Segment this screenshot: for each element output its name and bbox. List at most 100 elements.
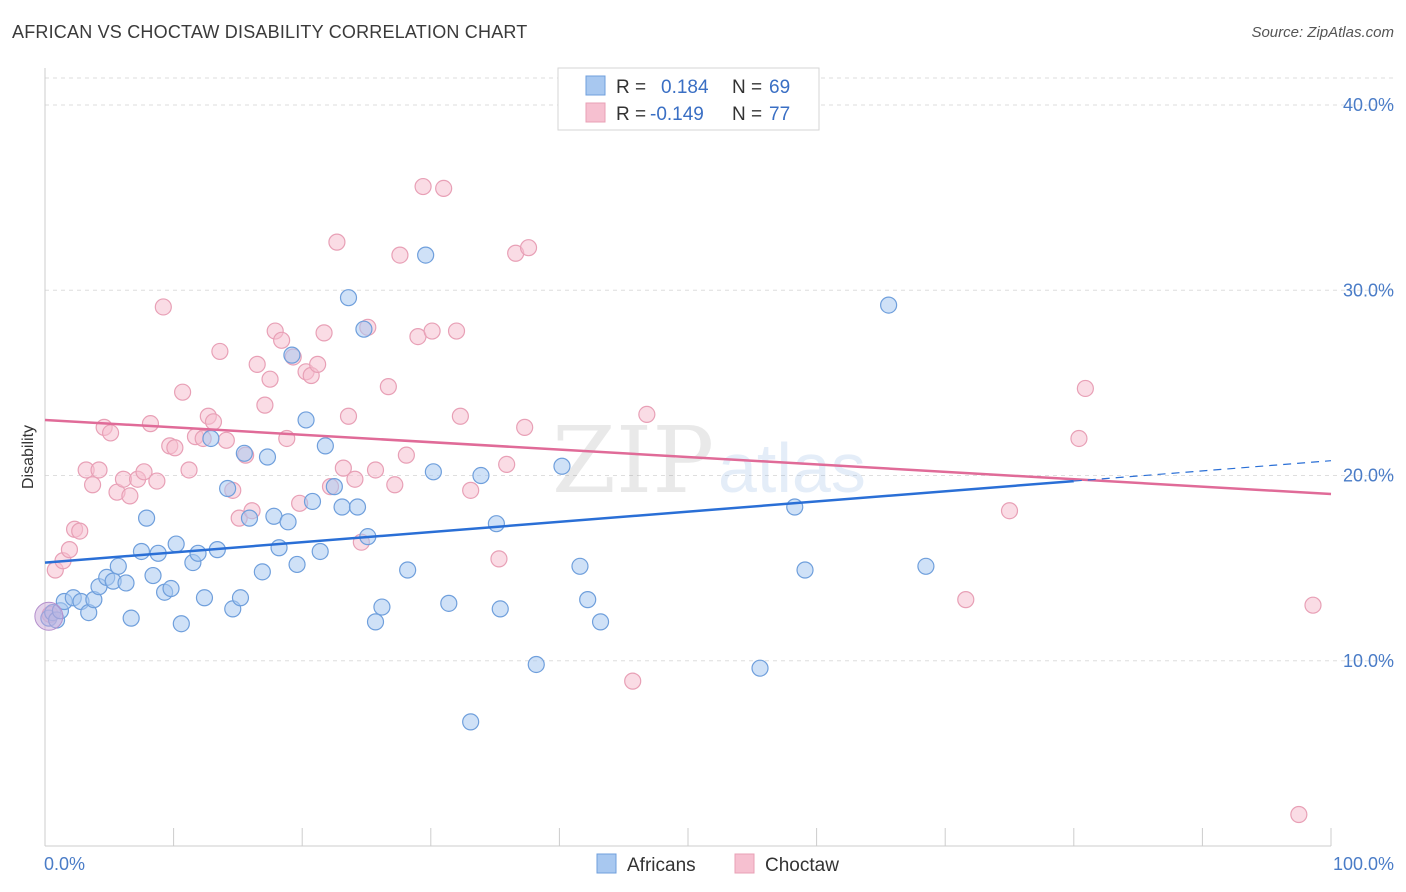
watermark: ZIP atlas [552,407,866,514]
y-tick-label-10: 10.0% [1343,651,1394,671]
choctaw-point-61 [447,322,466,340]
africans-point-46 [339,289,358,307]
legend-n-label-africans: N = [732,77,762,98]
choctaw-point-26 [204,413,223,431]
legend-swatch-choctaw [585,102,606,123]
overlap-cluster-point [34,601,64,631]
africans-point-63 [579,591,597,609]
africans-point-37 [279,513,297,531]
africans-point-21 [167,535,185,553]
africans-point-26 [202,429,220,448]
choctaw-point-72 [1000,502,1019,520]
series-legend-swatch-choctaw [734,853,755,874]
legend-r-value-africans: 0.184 [661,77,709,98]
watermark-zip: ZIP [552,407,714,514]
source-note: Source: ZipAtlas.com [1251,24,1394,41]
africans-point-15 [132,542,151,561]
y-axis-title: Disability [20,425,37,489]
choctaw-point-47 [334,459,352,477]
choctaw-point-75 [1304,596,1322,614]
choctaw-point-8 [90,461,108,479]
choctaw-point-59 [423,322,441,340]
choctaw-point-3 [60,541,79,559]
legend-r-value-choctaw: -0.149 [650,104,704,125]
africans-point-30 [231,589,250,607]
legend-r-label-africans: R = [616,77,646,98]
africans-points [34,246,935,731]
choctaw-point-58 [414,177,432,196]
africans-point-67 [796,561,814,579]
choctaw-point-63 [462,481,480,499]
gridlines [45,77,1394,662]
choctaw-point-65 [498,455,516,474]
africans-trend-extension [1073,460,1332,482]
africans-point-44 [325,478,343,496]
africans-point-45 [333,498,351,516]
choctaw-trend-line [44,418,1332,496]
legend-n-value-choctaw: 77 [769,104,790,125]
trend-lines [44,418,1332,564]
africans-point-60 [527,655,545,674]
africans-point-38 [283,346,301,364]
africans-point-51 [373,598,391,616]
series-legend-label-africans: Africans [627,855,696,876]
africans-point-36 [270,539,288,557]
africans-point-56 [462,713,480,731]
choctaw-point-64 [490,550,508,568]
choctaw-point-20 [166,439,184,457]
africans-point-64 [591,613,610,631]
africans-point-57 [472,466,490,485]
africans-point-22 [172,615,190,633]
x-tick-label-0: 0.0% [44,854,85,874]
choctaw-point-13 [121,487,139,505]
choctaw-point-37 [273,331,291,349]
choctaw-point-35 [261,370,279,388]
y-tick-labels: 10.0% 20.0% 30.0% 40.0% [1343,95,1394,671]
choctaw-point-18 [154,298,172,316]
choctaw-point-53 [379,378,397,396]
legend-n-label-choctaw: N = [732,104,762,125]
choctaw-point-62 [451,407,469,425]
choctaw-point-17 [148,472,166,490]
choctaw-point-60 [435,179,453,198]
choctaw-point-54 [386,476,404,494]
africans-point-65 [751,659,769,677]
africans-point-14 [122,609,140,627]
series-legend-swatch-africans [596,853,617,874]
africans-point-39 [288,555,306,574]
x-tick-label-100: 100.0% [1333,854,1394,874]
legend-r-label-choctaw: R = [616,104,646,125]
choctaw-point-10 [101,424,120,442]
choctaw-point-70 [638,405,656,423]
africans-point-53 [417,246,435,264]
choctaw-point-28 [217,431,235,449]
africans-point-24 [189,544,207,562]
africans-point-52 [399,561,417,579]
choctaw-point-71 [957,591,975,609]
africans-point-28 [219,479,237,498]
africans-point-66 [786,498,804,516]
choctaw-point-34 [256,396,274,414]
choctaw-point-67 [516,418,534,436]
africans-point-13 [117,574,135,592]
choctaw-point-49 [346,470,364,488]
africans-point-61 [553,457,571,475]
africans-point-47 [348,498,367,516]
africans-point-16 [137,509,156,527]
africans-point-50 [366,613,385,631]
choctaw-point-16 [141,415,160,433]
correlation-legend: R = 0.184 N = 69 R = -0.149 N = 77 [557,67,820,131]
choctaw-point-27 [211,342,229,361]
legend-n-value-africans: 69 [769,77,790,98]
choctaw-points [41,177,1322,824]
africans-point-40 [297,411,315,429]
chart-title: AFRICAN VS CHOCTAW DISABILITY CORRELATIO… [12,22,528,42]
africans-point-32 [240,509,259,527]
y-tick-label-30: 30.0% [1343,280,1394,300]
africans-point-25 [195,589,214,607]
africans-point-68 [917,557,935,575]
choctaw-point-33 [248,355,266,373]
choctaw-point-56 [397,446,415,464]
y-tick-label-20: 20.0% [1343,466,1394,486]
